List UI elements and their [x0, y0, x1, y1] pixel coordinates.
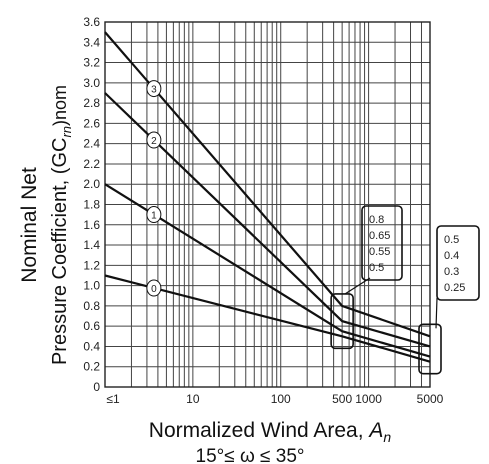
y-tick-label: 3.6 [83, 15, 100, 29]
y-tick-label: 1.2 [83, 258, 100, 272]
chart-subtitle: 15°≤ ω ≤ 35° [196, 446, 305, 464]
y-tick-label: 2.0 [83, 177, 100, 191]
tick-labels: 0 0.2 0.4 0.6 0.8 1.0 1.2 1.4 1.6 1.8 2.0 2.2 2.4 2.6… [83, 15, 443, 406]
series-lines [104, 31, 431, 363]
y-tick-label: 1.8 [83, 198, 100, 212]
callout-value: 0.5 [444, 234, 459, 246]
callout-box-500 [361, 205, 403, 281]
y-tick-label: 3.0 [83, 76, 100, 90]
y-axis-title-line2: Pressure Coefficient, (GCrn)nom [49, 85, 74, 365]
y-tick-label: 2.4 [83, 137, 100, 151]
zone-bubble-1 [146, 206, 162, 224]
x-tick-label: 10 [186, 392, 200, 406]
y-tick-label: 0.8 [83, 299, 100, 313]
y-tick-label: 1.4 [83, 238, 100, 252]
series-line-0 [104, 274, 431, 363]
callout-value: 0.65 [369, 230, 390, 242]
y-tick-label: 3.4 [83, 35, 100, 49]
x-tick-label: 500 [332, 392, 352, 406]
zone-bubble-0 [146, 279, 162, 297]
x-tick-label: 1000 [355, 392, 382, 406]
callout-value: 0.25 [444, 282, 465, 294]
callout-value: 0.4 [444, 250, 459, 262]
value-box-500 [330, 293, 354, 350]
value-box-5000 [418, 323, 442, 375]
y-tick-label: 2.8 [83, 96, 100, 110]
callout-value: 0.5 [369, 262, 384, 274]
value-boxes: 0.8 0.65 0.55 0.5 0.5 0.4 0.3 0.25 [330, 205, 480, 375]
callout-value: 0.8 [369, 214, 384, 226]
y-tick-label: 0.6 [83, 319, 100, 333]
x-tick-label: 5000 [417, 392, 444, 406]
y-tick-label: 2.6 [83, 116, 100, 130]
zone-label-0: 0 [151, 284, 157, 295]
y-tick-label: 3.2 [83, 56, 100, 70]
zone-label-2: 2 [151, 136, 157, 147]
x-axis-title: Normalized Wind Area, An [149, 419, 392, 445]
zone-label-3: 3 [151, 85, 157, 96]
zone-label-1: 1 [151, 211, 157, 222]
y-tick-label: 0.2 [83, 360, 100, 374]
y-tick-label: 1.0 [83, 279, 100, 293]
zone-bubble-3 [146, 80, 162, 98]
callout-pointer-5000 [435, 297, 438, 329]
y-tick-label: 1.6 [83, 218, 100, 232]
y-tick-label: 0.4 [83, 339, 100, 353]
zone-bubble-2 [146, 131, 162, 149]
y-tick-label: 0 [93, 380, 100, 394]
series-line-2 [104, 92, 431, 348]
plot-frame [104, 21, 431, 388]
callout-value: 0.55 [369, 246, 390, 258]
x-tick-label: 100 [271, 392, 291, 406]
zone-labels: 3 2 1 0 [146, 80, 162, 297]
series-line-3 [104, 31, 431, 338]
y-axis-title-line1: Nominal Net [18, 167, 41, 283]
y-tick-label: 2.2 [83, 157, 100, 171]
x-tick-label: ≤1 [106, 392, 120, 406]
callout-box-5000 [436, 225, 480, 301]
callout-value: 0.3 [444, 266, 459, 278]
series-line-1 [104, 183, 431, 358]
